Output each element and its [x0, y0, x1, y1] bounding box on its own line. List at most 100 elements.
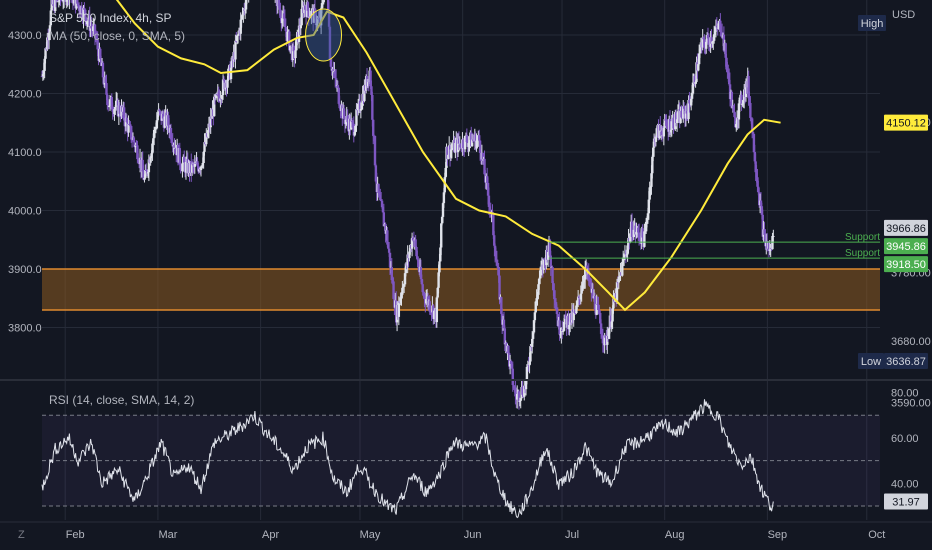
candle-body [167, 115, 170, 126]
candle-body [354, 125, 357, 133]
candle-body [40, 75, 44, 77]
candle-body [518, 400, 522, 402]
candle-body [342, 108, 346, 119]
candle-body [655, 128, 658, 138]
x-tick-label: Apr [262, 529, 279, 541]
candle-body [151, 143, 154, 154]
candle-body [488, 206, 492, 210]
candle-body [553, 290, 556, 300]
currency-label: USD [892, 9, 915, 21]
candle-body [196, 161, 199, 167]
candle-body [436, 287, 439, 298]
candle-body [584, 268, 587, 280]
candle-body [470, 132, 473, 147]
candle-body [494, 256, 498, 260]
candle-body [426, 296, 430, 306]
candle-body [88, 15, 91, 31]
candle-body [732, 105, 735, 112]
candle-body [101, 62, 105, 78]
candle-body [682, 106, 686, 109]
candle-body [662, 127, 666, 137]
candle-body [351, 121, 355, 124]
candle-body [768, 249, 772, 252]
candle-body [288, 45, 292, 51]
candle-body [202, 151, 205, 164]
candle-body [596, 303, 599, 305]
candle-body [536, 294, 539, 299]
candle-body [423, 293, 426, 299]
candle-body [727, 72, 731, 85]
candle-body [321, 2, 325, 4]
candle-body [641, 228, 644, 238]
candle-body [229, 67, 233, 80]
candle-body [481, 152, 484, 161]
candle-body [519, 398, 522, 401]
candle-body [456, 138, 460, 153]
candle-body [307, 10, 310, 19]
x-tick-label: Sep [768, 529, 788, 541]
candle-body [317, 18, 320, 20]
rsi-last-value: 31.97 [892, 497, 920, 509]
candle-body [610, 321, 613, 328]
candle-body [328, 26, 332, 60]
candle-body [399, 297, 402, 303]
candle-body [300, 8, 303, 26]
candle-body [725, 57, 728, 70]
candle-body [688, 100, 691, 104]
candle-body [463, 135, 467, 150]
candle-body [730, 91, 734, 109]
candle-body [674, 112, 678, 123]
candle-body [329, 59, 333, 67]
candle-body [359, 108, 363, 111]
candle-body [441, 203, 445, 217]
candle-body [220, 98, 223, 100]
candle-body [752, 133, 756, 153]
candle-body [169, 127, 173, 140]
candle-body [443, 177, 446, 193]
candle-body [373, 135, 377, 166]
candle-body [379, 195, 382, 201]
candle-body [615, 282, 619, 301]
candle-body [183, 157, 186, 163]
candle-body [580, 290, 583, 294]
candle-body [740, 94, 743, 105]
candle-body [489, 209, 492, 214]
candle-body [757, 186, 760, 193]
rsi-last-value-box [884, 493, 928, 510]
left-axis-tick: 4200.0 [8, 89, 42, 101]
candle-body [733, 111, 736, 118]
candle-body [451, 147, 454, 149]
candle-body [149, 157, 152, 163]
candle-body [378, 193, 381, 196]
candle-body [751, 131, 755, 134]
candle-body [432, 310, 436, 320]
candle-body [587, 270, 590, 282]
rsi-indicator-label[interactable]: RSI (14, close, SMA, 14, 2) [49, 393, 194, 407]
candle-body [454, 143, 457, 153]
candle-body [521, 387, 524, 395]
candle-body [485, 176, 489, 183]
corner-label[interactable]: Z [18, 529, 25, 541]
candle-body [156, 115, 159, 121]
candle-body [717, 23, 720, 30]
candle-body [363, 84, 366, 102]
candle-body [408, 251, 411, 259]
candle-body [105, 83, 108, 95]
ma-indicator-label[interactable]: MA (50, close, 0, SMA, 5) [49, 29, 185, 43]
candle-body [122, 107, 126, 121]
candle-body [682, 106, 685, 119]
candle-body [735, 118, 739, 125]
candle-body [306, 2, 310, 11]
candle-body [279, 9, 282, 18]
candle-body [604, 335, 607, 338]
candle-body [496, 265, 499, 268]
candle-body [635, 231, 638, 235]
candle-body [382, 212, 386, 227]
candle-body [444, 167, 447, 178]
candle-body [644, 231, 647, 233]
candle-body [529, 346, 532, 362]
candle-body [332, 68, 335, 72]
rsi-pane [41, 399, 880, 519]
candle-body [143, 177, 146, 180]
